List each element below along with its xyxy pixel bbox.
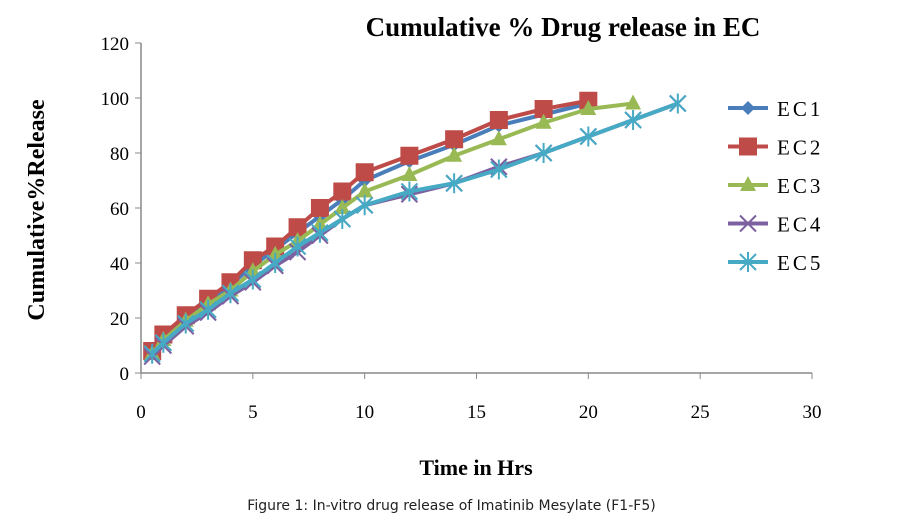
x-tick-label: 30 bbox=[803, 402, 822, 423]
square-marker bbox=[489, 111, 508, 129]
series-ec3 bbox=[144, 94, 642, 360]
y-axis-label: Cumulative%Release bbox=[24, 99, 50, 321]
star-marker bbox=[534, 143, 553, 163]
x-tick-label: 25 bbox=[691, 402, 710, 423]
square-marker bbox=[400, 146, 419, 165]
series-ec1 bbox=[145, 96, 596, 361]
star-marker bbox=[199, 299, 217, 320]
legend-label: EC1 bbox=[777, 97, 823, 121]
square-marker bbox=[355, 163, 374, 182]
star-marker bbox=[266, 253, 284, 273]
x-axis-label: Time in Hrs bbox=[419, 455, 533, 480]
legend-label: EC4 bbox=[777, 213, 823, 237]
x-tick-label: 10 bbox=[355, 402, 374, 423]
triangle-marker bbox=[446, 146, 463, 162]
figure-caption: Figure 1: In-vitro drug release of Imati… bbox=[247, 498, 656, 514]
legend-label: EC3 bbox=[777, 174, 823, 198]
series-ec5 bbox=[143, 93, 687, 364]
y-tick-label: 60 bbox=[110, 199, 129, 220]
x-marker bbox=[739, 214, 757, 233]
chart-title: Cumulative % Drug release in EC bbox=[366, 12, 761, 42]
star-marker bbox=[624, 110, 642, 130]
star-marker bbox=[669, 93, 687, 114]
legend-label: EC2 bbox=[777, 136, 823, 160]
square-marker bbox=[739, 137, 757, 156]
y-tick-label: 100 bbox=[101, 89, 130, 110]
square-marker bbox=[243, 251, 262, 270]
y-tick-label: 40 bbox=[110, 254, 129, 275]
x-tick-label: 20 bbox=[579, 402, 598, 423]
series-line bbox=[150, 101, 679, 356]
triangle-marker bbox=[535, 113, 552, 129]
triangle-marker bbox=[334, 199, 351, 214]
square-marker bbox=[445, 130, 464, 149]
star-marker bbox=[739, 252, 757, 272]
star-marker bbox=[400, 181, 419, 202]
legend-label: EC5 bbox=[777, 251, 823, 275]
star-marker bbox=[177, 313, 195, 334]
star-marker bbox=[333, 209, 352, 229]
x-tick-label: 15 bbox=[467, 402, 486, 423]
star-marker bbox=[244, 269, 262, 290]
star-marker bbox=[355, 195, 374, 216]
x-tick-label: 5 bbox=[248, 402, 258, 423]
triangle-marker bbox=[625, 94, 642, 110]
series-line bbox=[150, 98, 589, 353]
triangle-marker bbox=[356, 182, 373, 198]
star-marker bbox=[311, 222, 329, 243]
y-tick-label: 0 bbox=[120, 364, 130, 385]
triangle-marker bbox=[401, 166, 418, 181]
x-tick-label: 0 bbox=[136, 402, 146, 423]
triangle-marker bbox=[740, 176, 756, 191]
triangle-marker bbox=[490, 130, 507, 146]
star-marker bbox=[288, 236, 307, 257]
y-tick-label: 80 bbox=[110, 144, 129, 165]
square-marker bbox=[333, 182, 352, 201]
star-marker bbox=[579, 126, 598, 147]
star-marker bbox=[221, 283, 240, 304]
series-ec2 bbox=[143, 91, 598, 360]
square-marker bbox=[288, 218, 307, 237]
series-line bbox=[150, 101, 679, 358]
series-ec4 bbox=[143, 94, 687, 366]
series-line bbox=[150, 101, 589, 355]
series-line bbox=[150, 101, 634, 356]
square-marker bbox=[310, 199, 329, 217]
star-marker bbox=[445, 173, 463, 194]
y-tick-label: 20 bbox=[110, 309, 129, 330]
star-marker bbox=[490, 159, 508, 180]
diamond-marker bbox=[741, 101, 755, 115]
y-tick-label: 120 bbox=[101, 34, 130, 55]
square-marker bbox=[534, 100, 553, 118]
triangle-marker bbox=[580, 100, 597, 115]
star-marker bbox=[154, 332, 173, 353]
